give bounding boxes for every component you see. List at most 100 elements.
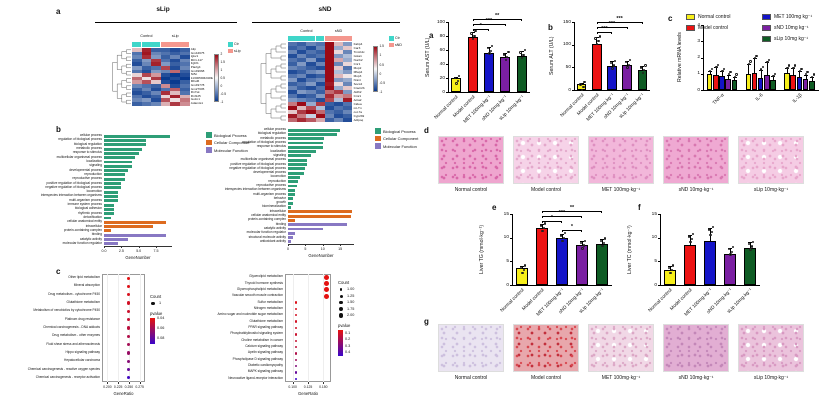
heatmap-cell	[141, 48, 152, 52]
x-tick-label: 5	[304, 247, 307, 251]
serum-ast-chart: 0 20 40 60 80 100 Serum AST (U/L) Normal contro…	[424, 10, 544, 144]
colorbar-tick-label: 0.5	[220, 76, 225, 81]
heatmap-cell	[180, 102, 190, 106]
pathway-label: Diabetic cardiomyopathy	[248, 363, 283, 368]
pathway-label: Calcium signaling pathway	[245, 344, 283, 349]
histology-image	[438, 324, 504, 372]
panel-letter-g: g	[424, 317, 429, 326]
data-point	[507, 51, 510, 54]
sig-tick	[542, 211, 543, 214]
y-tick-label: 4	[697, 22, 700, 28]
data-point	[583, 80, 586, 84]
count-legend-label: 2.00	[347, 313, 355, 317]
go-bar	[104, 216, 111, 220]
x-tick	[139, 382, 141, 384]
heatmap-cell	[324, 74, 334, 78]
go-bar	[104, 242, 118, 246]
error-bar	[455, 76, 457, 80]
x-tick	[308, 382, 309, 384]
gene-label: Fabp4	[353, 42, 363, 46]
gene-label: mt-Tn	[353, 106, 362, 110]
heatmap-cell	[160, 73, 171, 77]
data-point	[671, 264, 675, 267]
heatmap-cell	[343, 54, 353, 58]
data-point	[601, 244, 604, 248]
go-term-label: regulation of biological process	[58, 137, 102, 142]
go-enrichment-chart-slip: 0.0 2.5 5.0 7.5 GeneNumber cellular process re…	[41, 128, 249, 268]
data-point	[689, 240, 692, 244]
panel-letter-c-left: c	[56, 267, 61, 276]
x-tick-label: 0.250	[124, 385, 134, 389]
y-tick	[445, 22, 448, 23]
bar	[751, 72, 758, 90]
error-bar	[709, 227, 711, 256]
y-tick	[700, 41, 703, 42]
x-tick	[322, 244, 324, 246]
heatmap-cell	[170, 80, 180, 84]
heatmap-cell	[141, 80, 152, 84]
heatmap-cell	[297, 86, 307, 90]
heatmap-cell	[170, 73, 180, 77]
gene-label: Mup3	[353, 74, 362, 78]
heatmap-cell	[132, 62, 142, 66]
data-point	[767, 58, 771, 62]
data-point	[644, 64, 647, 67]
go-bar	[288, 158, 308, 162]
sig-bracket	[562, 230, 582, 231]
count-legend-dot	[151, 301, 155, 306]
legend-swatch	[389, 42, 394, 47]
x-axis	[703, 90, 819, 91]
bar	[637, 69, 648, 90]
heatmap-cell	[306, 74, 316, 78]
data-point	[521, 56, 524, 59]
go-term-label: biological regulation	[257, 131, 286, 136]
gene-label: Nucb2	[353, 58, 363, 62]
sig-tick	[581, 230, 582, 233]
colorbar-tick-label: 0	[379, 71, 382, 76]
heatmap-cell	[160, 84, 171, 88]
go-term-label: cellular process	[263, 127, 286, 132]
y-tick	[657, 237, 660, 239]
annotation-cell	[315, 36, 325, 41]
heatmap-cell	[297, 70, 307, 74]
data-point	[471, 37, 475, 40]
gene-label: Igkv1	[190, 54, 199, 59]
histology-image	[663, 324, 729, 372]
count-legend-dot	[338, 306, 344, 312]
go-bar	[104, 164, 132, 168]
pvalue-tick-label: 0.4	[345, 350, 351, 355]
error-bar	[689, 234, 691, 256]
pathway-label: Glycerophospholipid metabolism	[236, 286, 283, 291]
heatmap-cell	[180, 94, 190, 99]
pvalue-tick-label: 0.04	[157, 316, 165, 321]
y-tick-label: 0	[697, 87, 700, 93]
y-tick-label: 60	[439, 47, 445, 53]
heatmap-cell	[141, 102, 152, 106]
histology-label: MET 100mg·kg⁻¹	[601, 187, 641, 193]
heatmap-cell	[170, 87, 180, 92]
heatmap-cell	[343, 114, 353, 118]
heatmap-cell	[160, 62, 171, 66]
heatmap-cell	[160, 87, 171, 92]
pathway-label: Phosphatidylinositol signaling system	[230, 331, 283, 336]
legend-label: Ctr	[395, 36, 400, 41]
sig-label: ***	[485, 18, 493, 24]
heatmap-cell	[160, 76, 171, 81]
pvalue-tick-label: 0.06	[157, 326, 165, 331]
pathway-label: Nitrogen metabolism	[253, 305, 283, 310]
heatmap-cell	[343, 58, 353, 62]
gene-label: 1130059M24Rik	[190, 75, 214, 80]
gene-label: Nnmt	[353, 78, 361, 82]
go-term-label: multicellular organismal process	[240, 157, 286, 162]
data-point	[711, 225, 715, 229]
col-group-label: Control	[140, 34, 153, 38]
heatmap-cell	[343, 74, 353, 78]
go-term-label: catalytic activity	[79, 236, 102, 241]
heatmap-cell	[343, 70, 353, 74]
go-bar	[104, 177, 125, 181]
colorbar-tick-label: 0	[220, 84, 223, 89]
data-point	[579, 83, 582, 86]
panel-letter-b: b	[548, 23, 553, 32]
x-tick-label: 2.5	[118, 249, 124, 253]
bar	[483, 52, 495, 92]
